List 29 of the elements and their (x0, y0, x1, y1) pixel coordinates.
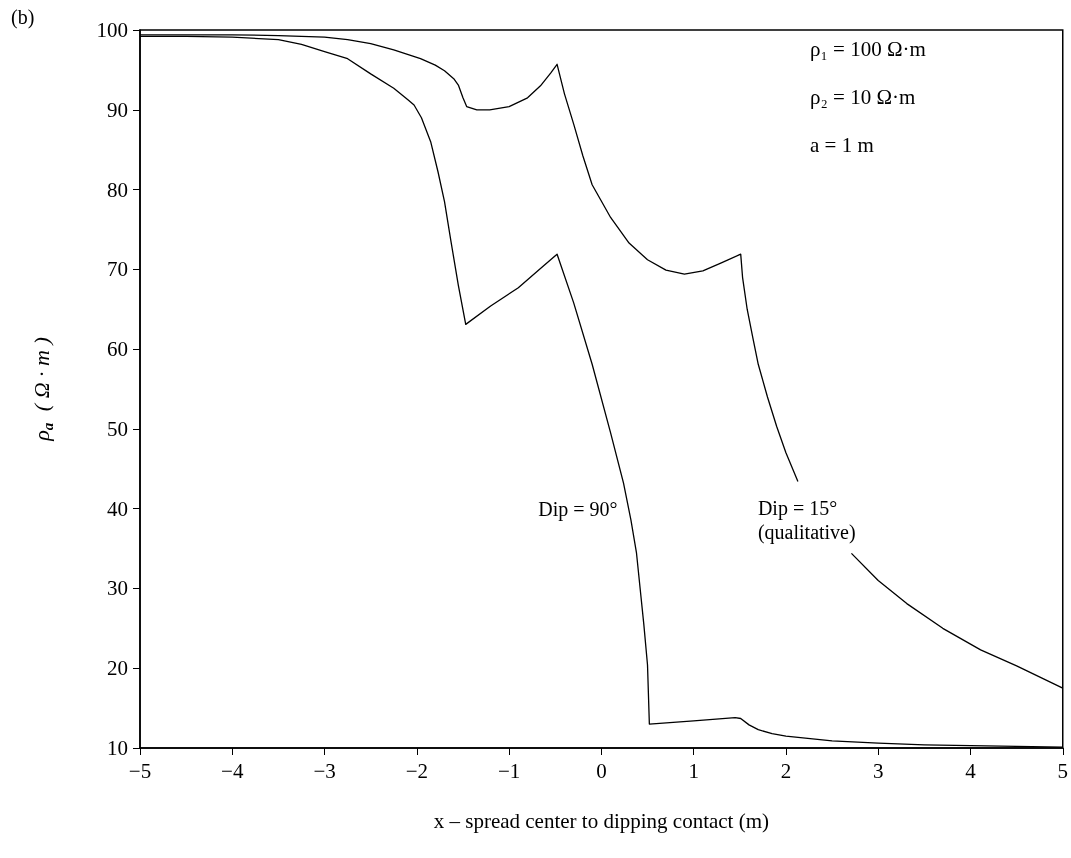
y-tick-label: 80 (107, 177, 128, 202)
annotation: ρ₁ = 100 Ω·m (810, 36, 926, 61)
x-tick-label: 1 (688, 758, 699, 783)
y-axis-title: ρa ( Ω · m ) (29, 337, 56, 442)
x-tick-label: −4 (221, 758, 244, 783)
y-tick-label: 60 (107, 337, 128, 362)
y-tick-label: 100 (96, 18, 128, 42)
y-tick-label: 30 (107, 576, 128, 601)
x-tick-label: 4 (965, 758, 977, 783)
x-tick-label: 5 (1057, 758, 1068, 783)
series-label: Dip = 15° (qualitative) (757, 496, 856, 544)
y-tick-label: 70 (107, 257, 128, 282)
x-tick-label: −1 (497, 758, 521, 783)
x-axis-title: x – spread center to dipping contact (m) (433, 808, 770, 833)
x-tick-label: −3 (313, 758, 336, 783)
annotation: a = 1 m (810, 132, 874, 157)
x-tick-label: 0 (596, 758, 607, 783)
y-tick-label: 50 (107, 416, 128, 441)
y-tick-label: 40 (107, 496, 128, 521)
annotation: ρ₂ = 10 Ω·m (810, 84, 916, 109)
series-label: Dip = 90° (538, 498, 618, 522)
x-tick-label: 3 (872, 758, 884, 783)
x-tick-label: −2 (405, 758, 428, 783)
y-tick-label: 90 (107, 97, 128, 122)
y-tick-label: 10 (107, 736, 128, 760)
chart-title: (b) (11, 6, 35, 29)
y-tick-label: 20 (107, 656, 128, 681)
x-tick-label: −5 (128, 758, 152, 783)
x-tick-label: 2 (780, 758, 792, 783)
